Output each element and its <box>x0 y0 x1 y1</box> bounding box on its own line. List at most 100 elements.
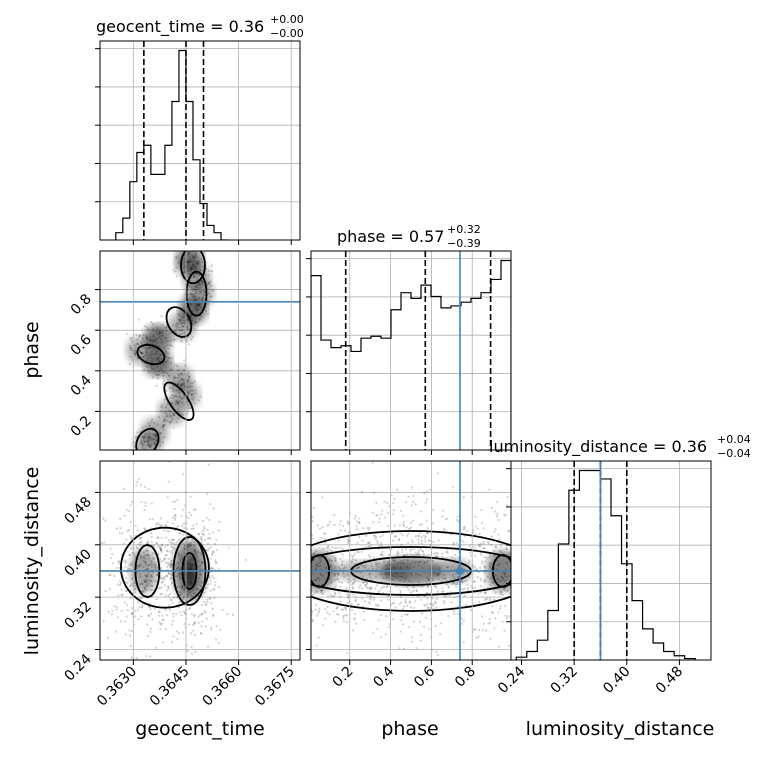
sample-point <box>356 520 359 523</box>
sample-point <box>186 248 188 250</box>
sample-point <box>445 550 448 554</box>
sample-point <box>133 591 136 594</box>
sample-point <box>331 595 335 598</box>
sample-point <box>165 574 168 577</box>
sample-point <box>159 548 162 552</box>
sample-point <box>169 550 172 553</box>
sample-point <box>411 486 414 489</box>
sample-point <box>405 552 409 555</box>
sample-point <box>174 516 177 519</box>
sample-point <box>505 548 508 551</box>
sample-point <box>135 656 138 659</box>
sample-point <box>355 525 358 528</box>
sample-point <box>341 548 345 551</box>
sample-point <box>392 618 395 621</box>
sample-point <box>434 584 437 588</box>
y-tick-label-phase-0: 0.2 <box>68 413 95 440</box>
sample-point <box>165 614 169 617</box>
sample-point <box>163 576 166 579</box>
sample-point <box>155 523 158 527</box>
sample-point <box>131 630 134 633</box>
sample-point <box>338 580 341 583</box>
sample-point <box>473 566 476 569</box>
sample-point <box>376 627 379 630</box>
sample-point <box>317 611 320 614</box>
sample-point <box>117 594 120 597</box>
sample-point <box>206 542 210 545</box>
sample-point <box>460 617 463 620</box>
sample-point <box>206 598 209 601</box>
sample-point <box>123 601 127 604</box>
sample-point <box>136 431 139 434</box>
sample-point <box>130 584 133 587</box>
sample-point <box>488 556 491 559</box>
sample-point <box>380 587 383 590</box>
contour-line <box>311 530 511 612</box>
density-blob <box>140 417 169 446</box>
sample-point <box>174 543 177 546</box>
sample-point <box>136 601 140 604</box>
sample-point <box>420 585 423 588</box>
sample-point <box>488 671 490 673</box>
sample-point <box>200 541 203 544</box>
sample-point <box>215 548 218 551</box>
sample-point <box>418 531 422 534</box>
sample-point <box>118 560 121 563</box>
sample-point <box>366 594 369 598</box>
sample-point <box>492 598 495 601</box>
sample-point <box>311 534 314 537</box>
sample-point <box>311 620 314 623</box>
sample-point <box>210 628 213 631</box>
sample-point <box>435 650 438 653</box>
sample-point <box>475 636 478 639</box>
sample-point <box>428 539 432 542</box>
sample-point <box>480 615 484 618</box>
sample-point <box>473 545 476 548</box>
sample-point <box>147 545 151 549</box>
sample-point <box>508 592 511 595</box>
sample-point <box>476 527 479 530</box>
sample-point <box>482 527 485 530</box>
sample-point <box>192 623 195 626</box>
sample-point <box>173 546 176 549</box>
sample-point <box>456 612 459 615</box>
sample-point <box>219 628 222 632</box>
sample-point <box>409 552 412 556</box>
sample-point <box>454 583 457 586</box>
sample-point <box>391 602 394 605</box>
sample-point <box>171 522 175 525</box>
sample-point <box>210 626 213 629</box>
sample-point <box>415 589 419 592</box>
sample-point <box>172 269 175 272</box>
sample-point <box>494 510 497 513</box>
sample-point <box>135 333 138 337</box>
sample-point <box>176 541 179 544</box>
sample-point <box>505 547 508 550</box>
sample-point <box>493 549 496 552</box>
sample-point <box>347 540 350 543</box>
sample-point <box>355 528 358 531</box>
sample-point <box>202 251 205 255</box>
sample-point <box>218 520 221 523</box>
sample-point <box>176 524 180 528</box>
sample-point <box>339 585 342 588</box>
sample-point <box>355 622 358 625</box>
sample-point <box>149 452 151 454</box>
sample-point <box>195 522 198 526</box>
sample-point <box>150 320 153 324</box>
sample-point <box>317 636 320 639</box>
sample-point <box>170 545 173 548</box>
sample-point <box>336 546 339 550</box>
sample-point <box>346 520 349 523</box>
sample-point <box>123 487 126 491</box>
sample-point <box>149 630 152 634</box>
sample-point <box>143 527 146 530</box>
sample-point <box>129 504 132 507</box>
sample-point <box>199 538 203 541</box>
sample-point <box>365 581 369 584</box>
sample-point <box>364 583 367 587</box>
sample-point <box>326 611 329 614</box>
sample-point <box>331 555 334 558</box>
sample-point <box>334 620 337 623</box>
sample-point <box>367 554 370 557</box>
